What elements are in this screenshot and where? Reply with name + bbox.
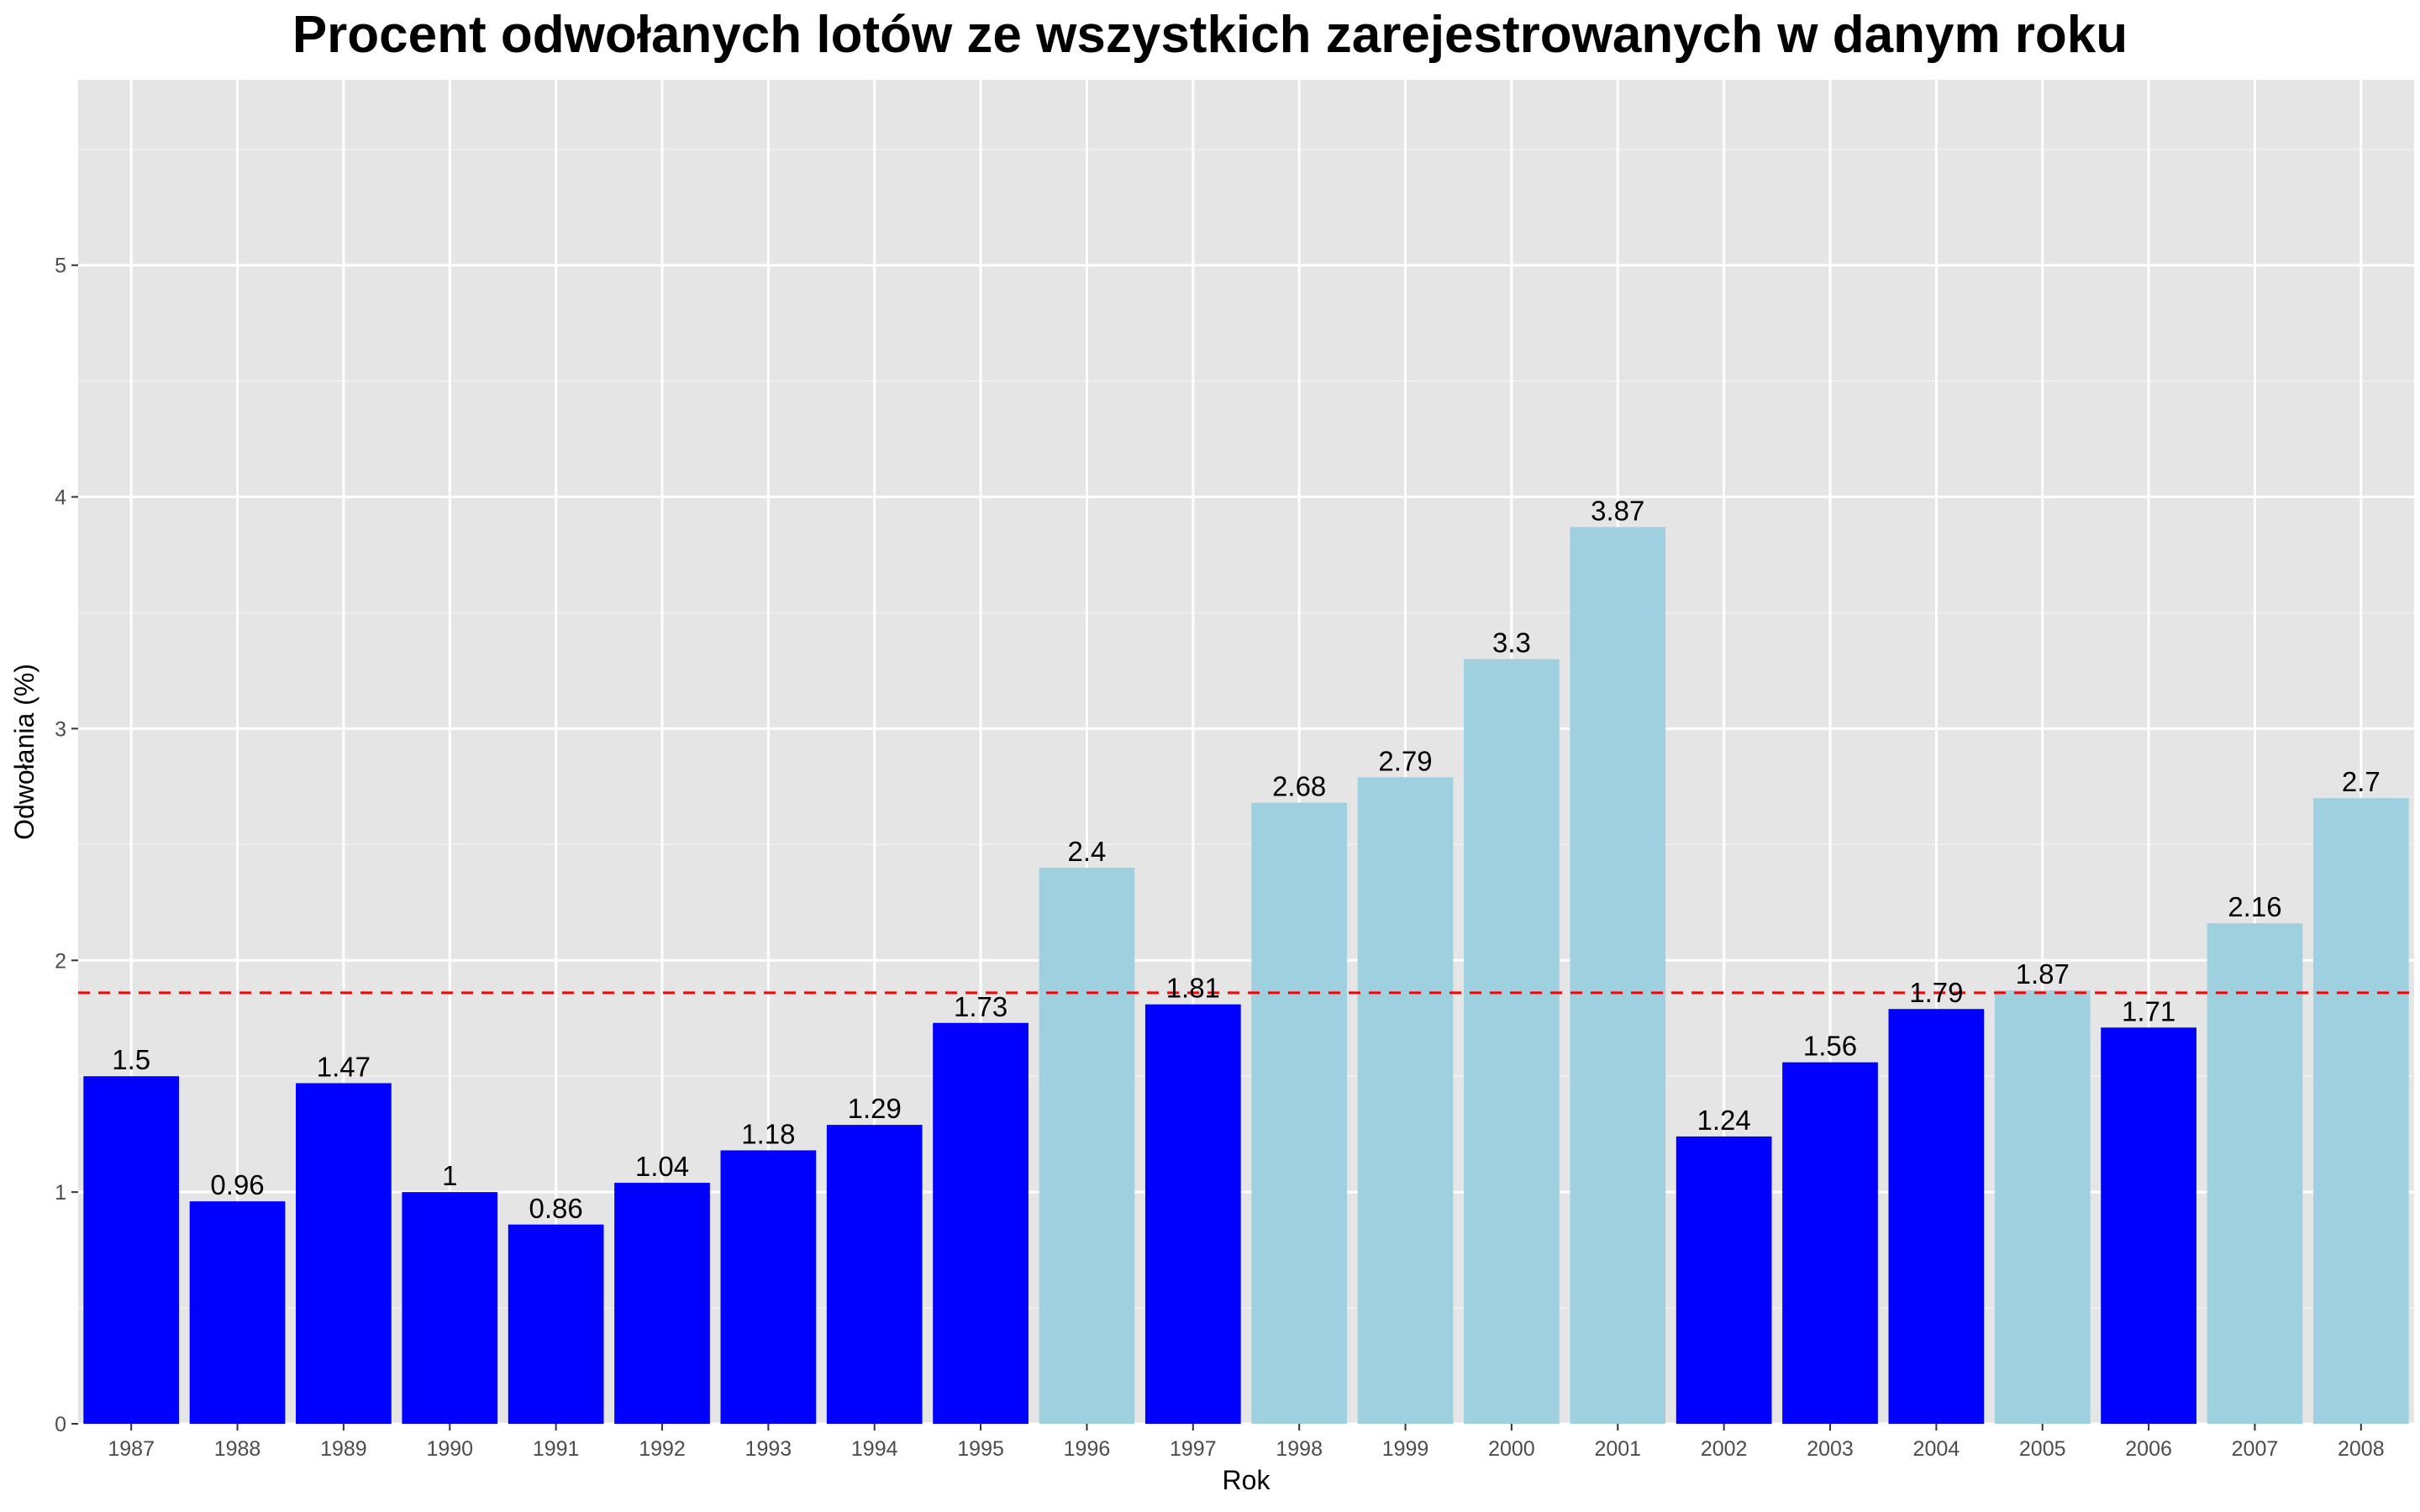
- chart-title: Procent odwołanych lotów ze wszystkich z…: [292, 6, 2128, 64]
- y-tick-label: 0: [55, 1413, 66, 1436]
- bar-1999: [1357, 777, 1454, 1424]
- bar-1989: [296, 1083, 392, 1424]
- bar-2006: [2101, 1027, 2196, 1424]
- x-tick-label-1995: 1995: [957, 1437, 1004, 1461]
- value-label-1991: 0.86: [529, 1193, 583, 1224]
- value-label-1995: 1.73: [954, 991, 1007, 1022]
- x-tick-label-1994: 1994: [851, 1437, 898, 1461]
- bar-2004: [1888, 1009, 1985, 1424]
- bar-1991: [508, 1224, 604, 1424]
- bar-1997: [1144, 1004, 1241, 1424]
- bar-1996: [1039, 867, 1135, 1424]
- x-tick-label-2008: 2008: [2338, 1437, 2385, 1461]
- bar-2000: [1464, 659, 1560, 1424]
- x-tick-label-2004: 2004: [1913, 1437, 1960, 1461]
- x-tick-label-1993: 1993: [745, 1437, 792, 1461]
- y-tick-label: 2: [55, 949, 66, 973]
- y-axis-title: Odwołania (%): [9, 664, 39, 840]
- value-labels: 1.5 0.96 1.47 1 0.86 1.04 1.18 1.29 1.73 2.4 1.81 2…: [112, 495, 2381, 1223]
- bar-2001: [1570, 527, 1666, 1424]
- x-tick-label-2000: 2000: [1488, 1437, 1535, 1461]
- value-label-1990: 1: [442, 1160, 457, 1191]
- bar-2002: [1676, 1136, 1772, 1424]
- x-axis-ticks: 1987 1988 1989 1990 1991 1992 1993 1994 1995 1996…: [108, 1424, 2385, 1461]
- value-label-2008: 2.7: [2342, 766, 2381, 797]
- x-tick-label-2007: 2007: [2232, 1437, 2279, 1461]
- x-tick-label-1997: 1997: [1170, 1437, 1217, 1461]
- value-label-1996: 2.4: [1068, 836, 1107, 867]
- value-label-1989: 1.47: [317, 1051, 371, 1082]
- bar-1994: [826, 1125, 923, 1424]
- bar-2008: [2312, 798, 2409, 1424]
- value-label-1997: 1.81: [1166, 973, 1220, 1004]
- bar-1987: [83, 1076, 180, 1424]
- value-label-2005: 1.87: [2016, 958, 2070, 990]
- x-tick-label-2005: 2005: [2019, 1437, 2066, 1461]
- y-tick-label: 3: [55, 717, 66, 741]
- value-label-1994: 1.29: [848, 1093, 902, 1124]
- bar-2005: [1994, 990, 2091, 1424]
- value-label-2007: 2.16: [2228, 891, 2281, 922]
- x-tick-label-1998: 1998: [1276, 1437, 1323, 1461]
- x-tick-label-1990: 1990: [426, 1437, 473, 1461]
- value-label-2006: 1.71: [2122, 995, 2175, 1026]
- value-label-2000: 3.3: [1492, 627, 1531, 659]
- bar-1993: [720, 1150, 817, 1424]
- bar-1990: [402, 1192, 498, 1424]
- value-label-1988: 0.96: [210, 1169, 264, 1200]
- bars: [83, 527, 2409, 1424]
- x-tick-label-2006: 2006: [2125, 1437, 2172, 1461]
- value-label-1998: 2.68: [1272, 771, 1326, 802]
- value-label-1993: 1.18: [741, 1118, 795, 1149]
- x-tick-label-1987: 1987: [108, 1437, 155, 1461]
- bar-1998: [1251, 802, 1348, 1424]
- value-label-1987: 1.5: [112, 1044, 150, 1075]
- bar-1995: [933, 1022, 1028, 1424]
- bar-1988: [189, 1201, 286, 1424]
- x-tick-label-2003: 2003: [1807, 1437, 1854, 1461]
- value-label-2002: 1.24: [1697, 1105, 1751, 1136]
- value-label-1999: 2.79: [1378, 745, 1432, 776]
- y-tick-label: 5: [55, 255, 66, 278]
- value-label-2004: 1.79: [1909, 977, 1963, 1008]
- value-label-1992: 1.04: [635, 1151, 689, 1182]
- x-axis-title: Rok: [1223, 1465, 1271, 1495]
- x-tick-label-2001: 2001: [1594, 1437, 1641, 1461]
- x-tick-label-2002: 2002: [1701, 1437, 1748, 1461]
- bar-1992: [614, 1183, 710, 1424]
- bar-2003: [1782, 1062, 1878, 1424]
- y-axis-ticks: 0 1 2 3 4 5: [55, 255, 78, 1436]
- value-label-2003: 1.56: [1803, 1031, 1857, 1062]
- x-tick-label-1989: 1989: [320, 1437, 367, 1461]
- y-tick-label: 1: [55, 1181, 66, 1205]
- bar-2007: [2207, 923, 2303, 1424]
- y-tick-label: 4: [55, 486, 66, 510]
- x-tick-label-1991: 1991: [533, 1437, 580, 1461]
- x-tick-label-1992: 1992: [639, 1437, 686, 1461]
- value-label-2001: 3.87: [1591, 495, 1644, 526]
- x-tick-label-1999: 1999: [1382, 1437, 1429, 1461]
- x-tick-label-1996: 1996: [1064, 1437, 1111, 1461]
- x-tick-label-1988: 1988: [214, 1437, 261, 1461]
